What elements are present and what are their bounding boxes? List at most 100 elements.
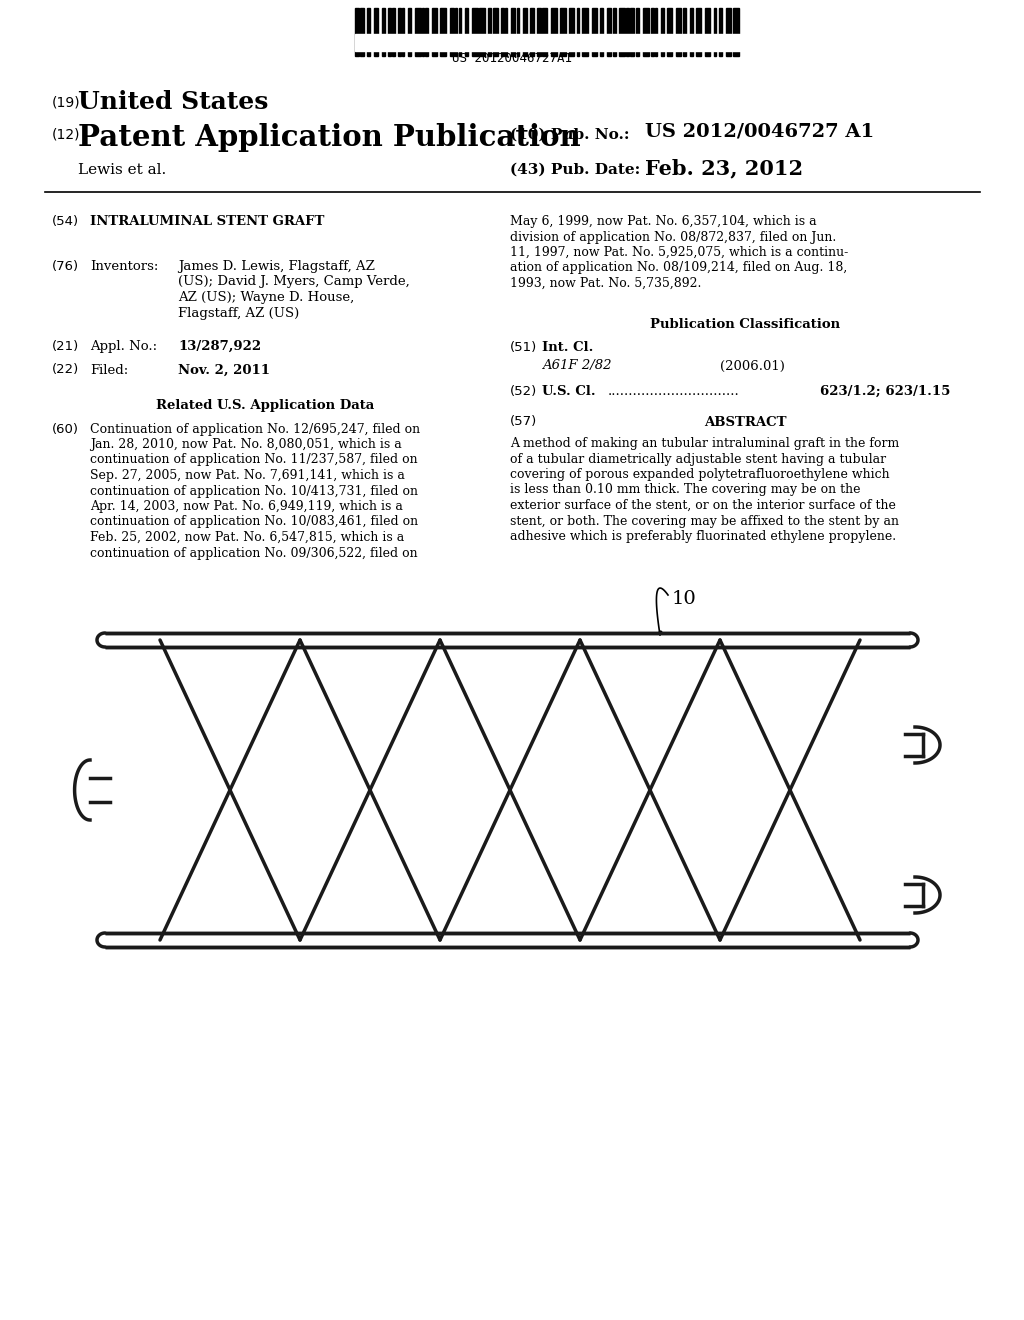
Text: (51): (51) (510, 341, 538, 354)
Bar (667, 8, 672, 55)
Text: division of application No. 08/872,837, filed on Jun.: division of application No. 08/872,837, … (510, 231, 837, 243)
Bar (696, 8, 701, 55)
Text: Feb. 25, 2002, now Pat. No. 6,547,815, which is a: Feb. 25, 2002, now Pat. No. 6,547,815, w… (90, 531, 404, 544)
Bar (607, 8, 611, 55)
Text: continuation of application No. 10/413,731, filed on: continuation of application No. 10/413,7… (90, 484, 418, 498)
Bar (517, 8, 519, 55)
Bar (537, 8, 541, 55)
Bar (530, 8, 534, 55)
Bar (402, 8, 404, 55)
Bar (690, 8, 693, 55)
Text: Flagstaff, AZ (US): Flagstaff, AZ (US) (178, 306, 299, 319)
Text: Related U.S. Application Data: Related U.S. Application Data (156, 399, 374, 412)
Bar (374, 8, 378, 55)
Text: ...............................: ............................... (608, 385, 739, 399)
Text: 11, 1997, now Pat. No. 5,925,075, which is a continu-: 11, 1997, now Pat. No. 5,925,075, which … (510, 246, 848, 259)
Text: 13/287,922: 13/287,922 (178, 341, 261, 352)
Bar (551, 8, 557, 55)
Text: Nov. 2, 2011: Nov. 2, 2011 (178, 363, 270, 376)
Text: INTRALUMINAL STENT GRAFT: INTRALUMINAL STENT GRAFT (90, 215, 325, 228)
Bar (459, 8, 461, 55)
Text: of a tubular diametrically adjustable stent having a tubular: of a tubular diametrically adjustable st… (510, 453, 886, 466)
Bar (511, 8, 515, 55)
Bar (415, 8, 421, 55)
Bar (360, 8, 364, 55)
Bar (523, 8, 527, 55)
Text: James D. Lewis, Flagstaff, AZ: James D. Lewis, Flagstaff, AZ (178, 260, 375, 273)
Bar (382, 8, 385, 55)
Text: Publication Classification: Publication Classification (650, 318, 840, 330)
Text: US 2012/0046727 A1: US 2012/0046727 A1 (645, 123, 874, 141)
Text: continuation of application No. 09/306,522, filed on: continuation of application No. 09/306,5… (90, 546, 418, 560)
Bar (408, 8, 411, 55)
Bar (355, 8, 359, 55)
Bar (726, 8, 731, 55)
Bar (676, 8, 681, 55)
Bar (618, 8, 625, 55)
Text: US 20120046727A1: US 20120046727A1 (452, 53, 572, 65)
Text: (19): (19) (52, 95, 81, 110)
Text: (60): (60) (52, 422, 79, 436)
Bar (630, 8, 634, 55)
Text: A method of making an tubular intraluminal graft in the form: A method of making an tubular intralumin… (510, 437, 899, 450)
Text: is less than 0.10 mm thick. The covering may be on the: is less than 0.10 mm thick. The covering… (510, 483, 860, 496)
Bar (643, 8, 649, 55)
Text: (21): (21) (52, 341, 79, 352)
Text: exterior surface of the stent, or on the interior surface of the: exterior surface of the stent, or on the… (510, 499, 896, 512)
Bar (560, 8, 566, 55)
Bar (367, 8, 370, 55)
Bar (493, 8, 498, 55)
Bar (355, 34, 745, 51)
Bar (651, 8, 654, 55)
Bar (733, 8, 739, 55)
Text: (22): (22) (52, 363, 79, 376)
Text: (76): (76) (52, 260, 79, 273)
Text: (US); David J. Myers, Camp Verde,: (US); David J. Myers, Camp Verde, (178, 276, 410, 289)
Bar (432, 8, 437, 55)
Text: (54): (54) (52, 215, 79, 228)
Text: 10: 10 (672, 590, 696, 609)
Bar (425, 8, 428, 55)
Text: United States: United States (78, 90, 268, 114)
Text: (10) Pub. No.:: (10) Pub. No.: (510, 128, 630, 143)
Bar (501, 8, 504, 55)
Text: Lewis et al.: Lewis et al. (78, 162, 166, 177)
Text: May 6, 1999, now Pat. No. 6,357,104, which is a: May 6, 1999, now Pat. No. 6,357,104, whi… (510, 215, 816, 228)
Bar (582, 8, 588, 55)
Bar (577, 8, 579, 55)
Text: Sep. 27, 2005, now Pat. No. 7,691,141, which is a: Sep. 27, 2005, now Pat. No. 7,691,141, w… (90, 469, 404, 482)
Text: (12): (12) (52, 128, 81, 143)
Bar (600, 8, 603, 55)
Bar (505, 8, 507, 55)
Text: ation of application No. 08/109,214, filed on Aug. 18,: ation of application No. 08/109,214, fil… (510, 261, 847, 275)
Text: (57): (57) (510, 416, 538, 429)
Bar (450, 8, 454, 55)
Text: ABSTRACT: ABSTRACT (703, 416, 786, 429)
Bar (636, 8, 639, 55)
Bar (488, 8, 490, 55)
Bar (465, 8, 468, 55)
Text: covering of porous expanded polytetrafluoroethylene which: covering of porous expanded polytetraflu… (510, 469, 890, 480)
Bar (472, 8, 478, 55)
Bar (719, 8, 722, 55)
Text: A61F 2/82: A61F 2/82 (542, 359, 611, 372)
Bar (662, 8, 664, 55)
Text: continuation of application No. 11/237,587, filed on: continuation of application No. 11/237,5… (90, 454, 418, 466)
Text: Jan. 28, 2010, now Pat. No. 8,080,051, which is a: Jan. 28, 2010, now Pat. No. 8,080,051, w… (90, 438, 401, 451)
Text: Inventors:: Inventors: (90, 260, 159, 273)
Text: adhesive which is preferably fluorinated ethylene propylene.: adhesive which is preferably fluorinated… (510, 531, 896, 543)
Text: Int. Cl.: Int. Cl. (542, 341, 593, 354)
Bar (392, 8, 395, 55)
Text: Apr. 14, 2003, now Pat. No. 6,949,119, which is a: Apr. 14, 2003, now Pat. No. 6,949,119, w… (90, 500, 402, 513)
Bar (388, 8, 391, 55)
Text: (43) Pub. Date:: (43) Pub. Date: (510, 162, 640, 177)
Text: Filed:: Filed: (90, 363, 128, 376)
Text: Appl. No.:: Appl. No.: (90, 341, 157, 352)
Text: Continuation of application No. 12/695,247, filed on: Continuation of application No. 12/695,2… (90, 422, 420, 436)
Bar (626, 8, 629, 55)
Text: stent, or both. The covering may be affixed to the stent by an: stent, or both. The covering may be affi… (510, 515, 899, 528)
Bar (542, 8, 547, 55)
Bar (569, 8, 574, 55)
Bar (714, 8, 716, 55)
Bar (655, 8, 657, 55)
